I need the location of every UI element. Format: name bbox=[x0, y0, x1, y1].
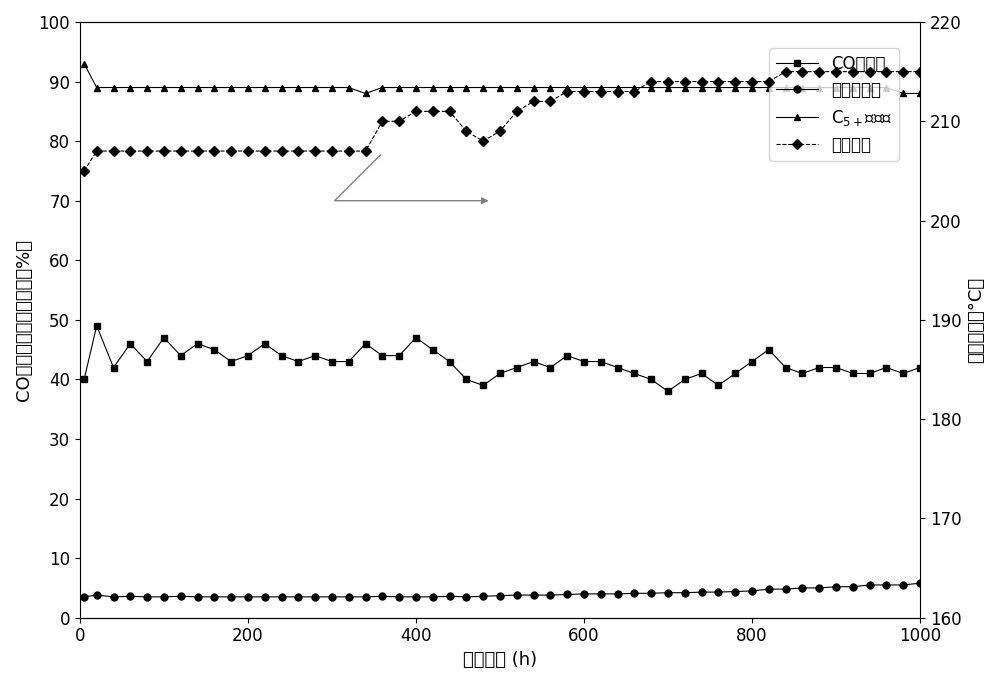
Y-axis label: CO转化率或产物选择性（%）: CO转化率或产物选择性（%） bbox=[15, 239, 33, 401]
Line: 反应温度: 反应温度 bbox=[81, 68, 923, 174]
CO转化率 bbox=[897, 369, 909, 378]
CO转化率 bbox=[645, 376, 657, 384]
C$_{5+}$选择性 bbox=[259, 83, 271, 92]
C$_{5+}$选择性 bbox=[645, 83, 657, 92]
反应温度 bbox=[343, 147, 355, 155]
CO转化率 bbox=[914, 363, 926, 371]
甲烷选择性 bbox=[259, 593, 271, 601]
Line: C$_{5+}$选择性: C$_{5+}$选择性 bbox=[81, 60, 923, 97]
C$_{5+}$选择性 bbox=[78, 60, 90, 68]
Y-axis label: 反应温度（°C）: 反应温度（°C） bbox=[967, 277, 985, 363]
CO转化率 bbox=[360, 339, 372, 347]
甲烷选择性 bbox=[326, 593, 338, 601]
C$_{5+}$选择性 bbox=[897, 90, 909, 98]
甲烷选择性 bbox=[343, 593, 355, 601]
甲烷选择性 bbox=[628, 589, 640, 597]
甲烷选择性 bbox=[78, 593, 90, 601]
甲烷选择性 bbox=[679, 589, 691, 597]
CO转化率 bbox=[91, 321, 103, 330]
Line: CO转化率: CO转化率 bbox=[81, 322, 923, 395]
反应温度 bbox=[628, 88, 640, 96]
X-axis label: 运行时间 (h): 运行时间 (h) bbox=[463, 651, 537, 669]
CO转化率 bbox=[343, 358, 355, 366]
C$_{5+}$选择性 bbox=[914, 90, 926, 98]
CO转化率 bbox=[662, 387, 674, 395]
反应温度 bbox=[679, 77, 691, 86]
反应温度 bbox=[780, 68, 792, 76]
反应温度 bbox=[78, 167, 90, 175]
CO转化率 bbox=[78, 376, 90, 384]
Legend: CO转化率, 甲烷选择性, C$_{5+}$选择性, 反应温度: CO转化率, 甲烷选择性, C$_{5+}$选择性, 反应温度 bbox=[769, 48, 899, 161]
甲烷选择性 bbox=[897, 581, 909, 589]
C$_{5+}$选择性 bbox=[696, 83, 708, 92]
C$_{5+}$选择性 bbox=[326, 83, 338, 92]
C$_{5+}$选择性 bbox=[343, 83, 355, 92]
甲烷选择性 bbox=[914, 579, 926, 588]
C$_{5+}$选择性 bbox=[360, 90, 372, 98]
CO转化率 bbox=[276, 352, 288, 360]
反应温度 bbox=[914, 68, 926, 76]
反应温度 bbox=[259, 147, 271, 155]
Line: 甲烷选择性: 甲烷选择性 bbox=[81, 580, 923, 601]
反应温度 bbox=[897, 68, 909, 76]
反应温度 bbox=[326, 147, 338, 155]
CO转化率 bbox=[712, 381, 724, 389]
